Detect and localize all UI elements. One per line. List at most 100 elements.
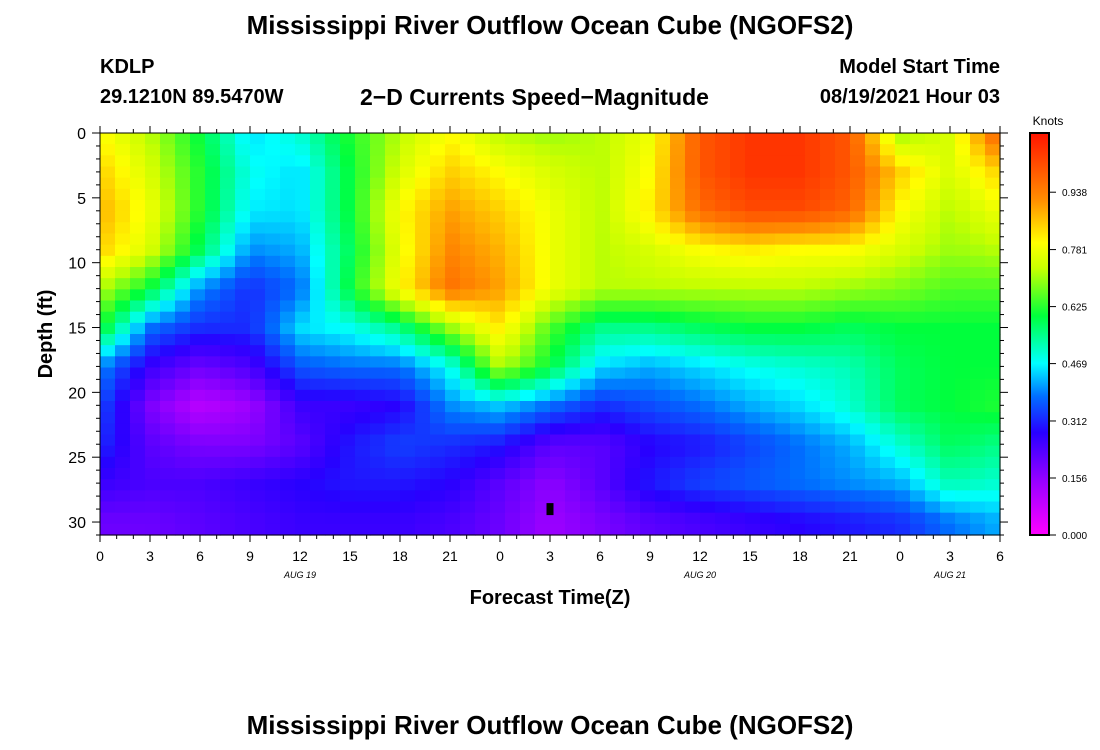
heatmap-cell xyxy=(250,512,266,525)
heatmap-cell xyxy=(115,401,131,413)
heatmap-cell xyxy=(595,501,611,514)
heatmap-cell xyxy=(145,456,161,469)
heatmap-cell xyxy=(580,155,596,168)
heatmap-cell xyxy=(415,501,431,514)
heatmap-cell xyxy=(895,222,911,235)
heatmap-cell xyxy=(550,456,566,469)
heatmap-cell xyxy=(985,334,1001,346)
heatmap-cell xyxy=(310,456,326,469)
heatmap-cell xyxy=(970,356,986,369)
heatmap-cell xyxy=(955,401,971,413)
heatmap-cell xyxy=(730,345,746,357)
heatmap-cell xyxy=(640,155,656,168)
heatmap-cell xyxy=(445,389,461,402)
heatmap-cell xyxy=(400,445,416,458)
heatmap-cell xyxy=(490,289,506,302)
heatmap-cell xyxy=(220,512,236,525)
heatmap-cell xyxy=(520,401,536,413)
heatmap-cell xyxy=(295,311,311,324)
heatmap-cell xyxy=(670,133,686,145)
heatmap-cell xyxy=(625,445,641,458)
heatmap-cell xyxy=(220,233,236,246)
heatmap-cell xyxy=(115,267,131,279)
heatmap-cell xyxy=(175,177,191,190)
heatmap-cell xyxy=(775,322,791,335)
heatmap-cell xyxy=(190,177,206,190)
heatmap-cell xyxy=(880,166,896,179)
heatmap-cell xyxy=(520,389,536,402)
heatmap-cell xyxy=(205,401,221,413)
heatmap-cell xyxy=(430,490,446,503)
heatmap-cell xyxy=(400,412,416,424)
heatmap-cell xyxy=(415,378,431,391)
heatmap-cell xyxy=(385,468,401,480)
heatmap-cell xyxy=(850,423,866,436)
heatmap-cell xyxy=(250,289,266,302)
heatmap-cell xyxy=(550,345,566,357)
heatmap-cell xyxy=(640,445,656,458)
heatmap-cell xyxy=(790,412,806,424)
heatmap-cell xyxy=(670,244,686,257)
heatmap-cell xyxy=(445,356,461,369)
heatmap-cell xyxy=(220,523,236,536)
heatmap-cell xyxy=(970,401,986,413)
heatmap-cell xyxy=(490,200,506,212)
heatmap-cell xyxy=(370,512,386,525)
heatmap-cell xyxy=(790,434,806,447)
heatmap-cell xyxy=(775,300,791,313)
heatmap-cell xyxy=(640,222,656,235)
heatmap-cell xyxy=(715,512,731,525)
heatmap-cell xyxy=(205,456,221,469)
heatmap-cell xyxy=(625,468,641,480)
heatmap-cell xyxy=(775,166,791,179)
heatmap-cell xyxy=(265,356,281,369)
heatmap-cell xyxy=(970,468,986,480)
heatmap-cell xyxy=(910,356,926,369)
heatmap-cell xyxy=(790,479,806,491)
heatmap-cell xyxy=(550,244,566,257)
heatmap-cell xyxy=(235,389,251,402)
heatmap-cell xyxy=(955,200,971,212)
heatmap-cell xyxy=(445,244,461,257)
heatmap-cell xyxy=(670,322,686,335)
heatmap-cell xyxy=(400,423,416,436)
heatmap-cell xyxy=(925,300,941,313)
heatmap-cell xyxy=(970,144,986,156)
heatmap-cell xyxy=(865,244,881,257)
heatmap-cell xyxy=(805,267,821,279)
heatmap-cell xyxy=(490,356,506,369)
heatmap-cell xyxy=(865,356,881,369)
heatmap-cell xyxy=(175,200,191,212)
heatmap-cell xyxy=(115,434,131,447)
heatmap-cell xyxy=(145,345,161,357)
heatmap-cell xyxy=(310,445,326,458)
heatmap-cell xyxy=(625,278,641,290)
heatmap-cell xyxy=(700,133,716,145)
heatmap-cell xyxy=(850,434,866,447)
heatmap-cell xyxy=(430,188,446,201)
heatmap-cell xyxy=(295,389,311,402)
heatmap-cell xyxy=(835,367,851,380)
heatmap-cell xyxy=(760,322,776,335)
heatmap-cell xyxy=(370,468,386,480)
heatmap-cell xyxy=(955,345,971,357)
colorbar-tick-label: 0.625 xyxy=(1062,303,1087,314)
heatmap-cell xyxy=(715,490,731,503)
heatmap-cell xyxy=(460,468,476,480)
heatmap-cell xyxy=(430,334,446,346)
heatmap-cell xyxy=(565,401,581,413)
heatmap-cell xyxy=(190,155,206,168)
heatmap-cell xyxy=(280,300,296,313)
heatmap-cell xyxy=(760,177,776,190)
heatmap-cell xyxy=(265,423,281,436)
heatmap-cell xyxy=(355,133,371,145)
heatmap-cell xyxy=(820,378,836,391)
model-start-label: Model Start Time xyxy=(839,56,1000,78)
heatmap-cell xyxy=(355,423,371,436)
heatmap-cell xyxy=(325,456,341,469)
heatmap-cell xyxy=(640,255,656,268)
heatmap-cell xyxy=(520,166,536,179)
heatmap-cell xyxy=(970,412,986,424)
heatmap-cell xyxy=(745,356,761,369)
heatmap-cell xyxy=(895,144,911,156)
